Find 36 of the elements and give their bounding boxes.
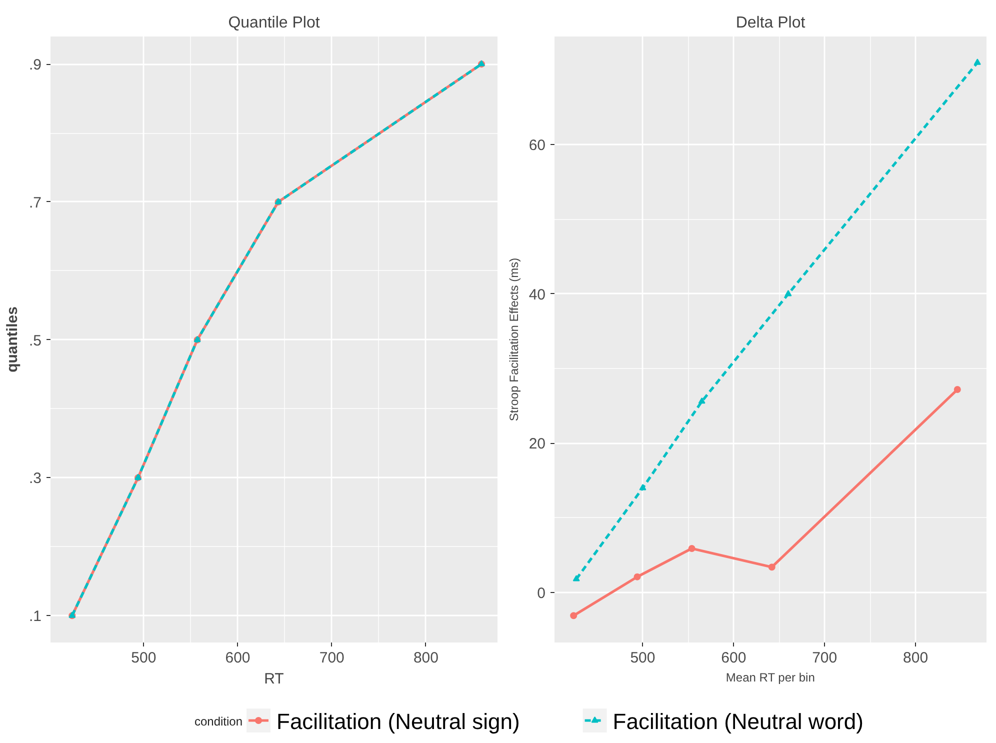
point xyxy=(634,573,641,580)
x-axis-title: Mean RT per bin xyxy=(726,670,815,684)
point xyxy=(954,386,961,393)
x-axis-title: RT xyxy=(264,670,284,688)
x-tick-label: 500 xyxy=(131,650,156,666)
y-tick-label: 60 xyxy=(528,137,546,154)
point xyxy=(974,58,981,65)
chart-title: Quantile Plot xyxy=(228,14,320,32)
x-tick-label: 800 xyxy=(903,650,928,666)
x-tick-label: 700 xyxy=(319,650,344,666)
point xyxy=(768,564,776,571)
y-axis-title: quantiles xyxy=(4,306,21,372)
point xyxy=(639,484,646,490)
y-tick-label: 40 xyxy=(528,286,546,304)
point xyxy=(572,575,580,582)
x-tick-label: 800 xyxy=(413,650,438,666)
point xyxy=(784,290,792,296)
y-tick-label: .5 xyxy=(28,332,42,350)
y-tick-label: .9 xyxy=(28,56,42,74)
y-axis-title: Stroop Facilitation Effects (ms) xyxy=(506,258,521,422)
legend-title: condition xyxy=(194,714,243,728)
point xyxy=(688,544,696,552)
x-tick-label: 600 xyxy=(225,650,250,666)
x-tick-label: 500 xyxy=(630,650,656,666)
y-tick-label: 20 xyxy=(528,436,546,453)
y-tick-label: .1 xyxy=(28,608,42,626)
point xyxy=(570,612,578,620)
x-tick-label: 600 xyxy=(721,650,746,666)
point xyxy=(698,397,706,404)
y-tick-label: .7 xyxy=(28,194,42,212)
legend-label: Facilitation (Neutral sign) xyxy=(276,709,520,734)
x-tick-label: 700 xyxy=(812,650,838,666)
y-tick-label: 0 xyxy=(537,585,546,602)
legend-label: Facilitation (Neutral word) xyxy=(612,709,864,734)
chart-title: Delta Plot xyxy=(736,14,806,32)
y-tick-label: .3 xyxy=(28,470,42,488)
